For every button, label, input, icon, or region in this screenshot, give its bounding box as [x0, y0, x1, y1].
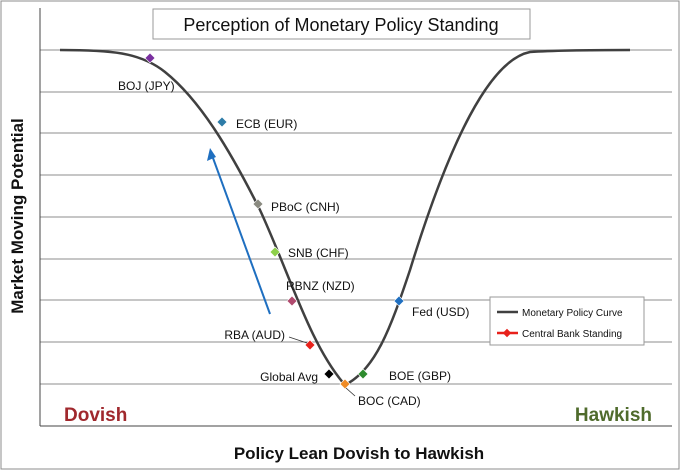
marker-fed-usd	[393, 295, 405, 307]
label-rba-aud: RBA (AUD)	[224, 328, 285, 342]
marker-boc-cad	[339, 378, 351, 390]
leader-line-rba-aud	[288, 336, 308, 344]
label-pboc-cnh: PBoC (CNH)	[271, 200, 340, 214]
legend: Monetary Policy Curve Central Bank Stand…	[489, 296, 645, 346]
hawkish-label: Hawkish	[575, 405, 652, 426]
label-ecb-eur: ECB (EUR)	[236, 117, 297, 131]
dovish-label: Dovish	[64, 405, 127, 426]
legend-curve-label: Monetary Policy Curve	[522, 308, 623, 319]
x-axis-label: Policy Lean Dovish to Hawkish	[234, 444, 484, 463]
central-bank-markers: BOJ (JPY) ECB (EUR) PBoC (CNH) SNB (CHF) RBN…	[118, 52, 469, 408]
legend-standing-marker	[502, 328, 512, 338]
chart-title-box: Perception of Monetary Policy Standing	[152, 8, 531, 40]
grid-lines	[40, 49, 672, 385]
leader-line-boc-cad	[345, 387, 356, 397]
y-axis-label: Market Moving Potential	[8, 118, 27, 314]
label-snb-chf: SNB (CHF)	[288, 246, 349, 260]
label-rbnz-nzd: RBNZ (NZD)	[286, 279, 355, 293]
label-fed-usd: Fed (USD)	[412, 305, 469, 319]
marker-rba-aud	[304, 339, 316, 351]
marker-boe-gbp	[357, 368, 369, 380]
legend-box	[489, 296, 645, 346]
label-boc-cad: BOC (CAD)	[358, 394, 421, 408]
marker-global-avg	[323, 368, 335, 380]
label-global-avg: Global Avg	[260, 370, 318, 384]
label-boj-jpy: BOJ (JPY)	[118, 79, 175, 93]
marker-ecb-eur	[216, 116, 228, 128]
direction-arrow	[207, 148, 271, 315]
chart-title: Perception of Monetary Policy Standing	[183, 15, 498, 35]
marker-rbnz-nzd	[286, 295, 298, 307]
label-boe-gbp: BOE (GBP)	[389, 369, 451, 383]
legend-standing-label: Central Bank Standing	[522, 329, 622, 340]
marker-boj-jpy	[144, 52, 156, 64]
marker-pboc-cnh	[252, 198, 264, 210]
marker-snb-chf	[269, 246, 281, 258]
